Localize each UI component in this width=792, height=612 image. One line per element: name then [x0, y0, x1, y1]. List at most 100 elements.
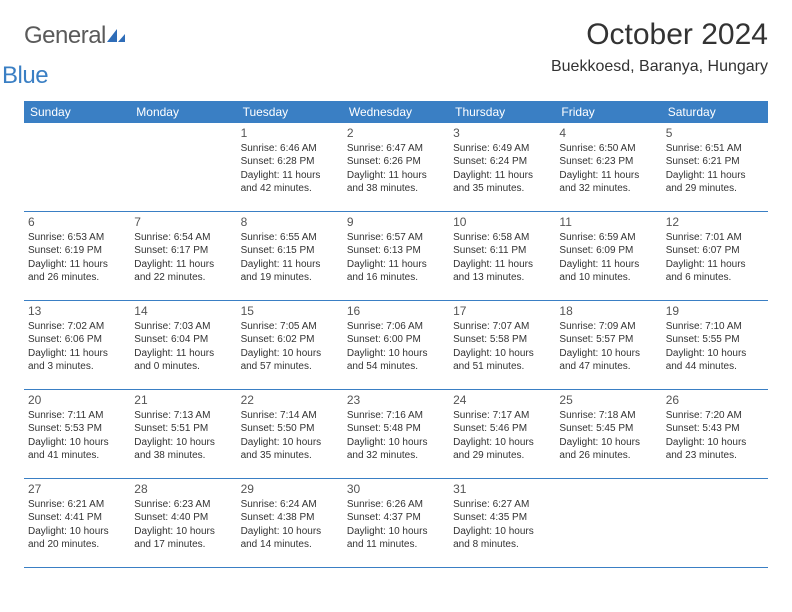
day-info: Sunrise: 7:13 AMSunset: 5:51 PMDaylight:… — [134, 409, 232, 463]
day-cell — [130, 123, 236, 211]
daylight-text: Daylight: 11 hours and 16 minutes. — [347, 258, 445, 285]
sunrise-text: Sunrise: 7:11 AM — [28, 409, 126, 423]
day-cell: 9 Sunrise: 6:57 AMSunset: 6:13 PMDaylight… — [343, 212, 449, 300]
daylight-text: Daylight: 11 hours and 42 minutes. — [241, 169, 339, 196]
day-number: 5 — [666, 126, 764, 140]
daylight-text: Daylight: 11 hours and 10 minutes. — [559, 258, 657, 285]
sunset-text: Sunset: 6:13 PM — [347, 244, 445, 258]
day-info: Sunrise: 7:02 AMSunset: 6:06 PMDaylight:… — [28, 320, 126, 374]
day-cell: 27Sunrise: 6:21 AMSunset: 4:41 PMDayligh… — [24, 479, 130, 567]
sunrise-text: Sunrise: 6:26 AM — [347, 498, 445, 512]
sunrise-text: Sunrise: 6:47 AM — [347, 142, 445, 156]
day-info: Sunrise: 6:47 AMSunset: 6:26 PMDaylight:… — [347, 142, 445, 196]
sunrise-text: Sunrise: 6:21 AM — [28, 498, 126, 512]
sunrise-text: Sunrise: 7:01 AM — [666, 231, 764, 245]
day-number: 4 — [559, 126, 657, 140]
day-number: 9 — [347, 215, 445, 229]
day-cell: 23 Sunrise: 7:16 AMSunset: 5:48 PMDayligh… — [343, 390, 449, 478]
day-info: Sunrise: 6:55 AMSunset: 6:15 PMDaylight:… — [241, 231, 339, 285]
day-info: Sunrise: 7:11 AMSunset: 5:53 PMDaylight:… — [28, 409, 126, 463]
day-cell: 13 Sunrise: 7:02 AMSunset: 6:06 PMDayligh… — [24, 301, 130, 389]
day-number: 16 — [347, 304, 445, 318]
sunset-text: Sunset: 6:04 PM — [134, 333, 232, 347]
sunrise-text: Sunrise: 6:57 AM — [347, 231, 445, 245]
location-text: Buekkoesd, Baranya, Hungary — [551, 58, 768, 76]
day-cell: 18 Sunrise: 7:09 AMSunset: 5:57 PMDayligh… — [555, 301, 661, 389]
sunrise-text: Sunrise: 6:58 AM — [453, 231, 551, 245]
sunset-text: Sunset: 4:38 PM — [241, 511, 339, 525]
day-cell: 19Sunrise: 7:10 AMSunset: 5:55 PMDayligh… — [662, 301, 768, 389]
daylight-text: Daylight: 11 hours and 29 minutes. — [666, 169, 764, 196]
calendar: Sunday Monday Tuesday Wednesday Thursday… — [24, 101, 768, 568]
daylight-text: Daylight: 11 hours and 32 minutes. — [559, 169, 657, 196]
dow-row: Sunday Monday Tuesday Wednesday Thursday… — [24, 101, 768, 123]
sunset-text: Sunset: 5:48 PM — [347, 422, 445, 436]
sunrise-text: Sunrise: 6:27 AM — [453, 498, 551, 512]
daylight-text: Daylight: 10 hours and 14 minutes. — [241, 525, 339, 552]
sunrise-text: Sunrise: 6:49 AM — [453, 142, 551, 156]
dow-friday: Friday — [555, 101, 661, 123]
day-cell: 26Sunrise: 7:20 AMSunset: 5:43 PMDayligh… — [662, 390, 768, 478]
daylight-text: Daylight: 10 hours and 54 minutes. — [347, 347, 445, 374]
sunset-text: Sunset: 6:02 PM — [241, 333, 339, 347]
day-cell: 4Sunrise: 6:50 AMSunset: 6:23 PMDaylight… — [555, 123, 661, 211]
day-number: 18 — [559, 304, 657, 318]
sunset-text: Sunset: 4:37 PM — [347, 511, 445, 525]
day-info: Sunrise: 7:16 AMSunset: 5:48 PMDaylight:… — [347, 409, 445, 463]
daylight-text: Daylight: 11 hours and 26 minutes. — [28, 258, 126, 285]
sunset-text: Sunset: 5:46 PM — [453, 422, 551, 436]
sunset-text: Sunset: 6:26 PM — [347, 155, 445, 169]
day-info: Sunrise: 7:09 AMSunset: 5:57 PMDaylight:… — [559, 320, 657, 374]
sunrise-text: Sunrise: 7:09 AM — [559, 320, 657, 334]
day-cell: 17Sunrise: 7:07 AMSunset: 5:58 PMDayligh… — [449, 301, 555, 389]
day-cell: 24Sunrise: 7:17 AMSunset: 5:46 PMDayligh… — [449, 390, 555, 478]
day-info: Sunrise: 6:26 AMSunset: 4:37 PMDaylight:… — [347, 498, 445, 552]
title-block: October 2024 Buekkoesd, Baranya, Hungary — [551, 18, 768, 76]
day-number: 6 — [28, 215, 126, 229]
sunrise-text: Sunrise: 7:20 AM — [666, 409, 764, 423]
sunrise-text: Sunrise: 7:16 AM — [347, 409, 445, 423]
daylight-text: Daylight: 10 hours and 44 minutes. — [666, 347, 764, 374]
sunset-text: Sunset: 5:43 PM — [666, 422, 764, 436]
day-number: 12 — [666, 215, 764, 229]
day-cell: 20Sunrise: 7:11 AMSunset: 5:53 PMDayligh… — [24, 390, 130, 478]
daylight-text: Daylight: 10 hours and 41 minutes. — [28, 436, 126, 463]
logo-blue-text: Blue — [2, 66, 126, 86]
day-cell — [662, 479, 768, 567]
logo-general-text: General — [24, 26, 106, 46]
day-cell: 21Sunrise: 7:13 AMSunset: 5:51 PMDayligh… — [130, 390, 236, 478]
day-cell: 6 Sunrise: 6:53 AMSunset: 6:19 PMDaylight… — [24, 212, 130, 300]
sunrise-text: Sunrise: 7:03 AM — [134, 320, 232, 334]
day-number: 10 — [453, 215, 551, 229]
logo-sail-icon — [106, 28, 126, 44]
day-cell: 7Sunrise: 6:54 AMSunset: 6:17 PMDaylight… — [130, 212, 236, 300]
sunrise-text: Sunrise: 7:10 AM — [666, 320, 764, 334]
day-info: Sunrise: 6:53 AMSunset: 6:19 PMDaylight:… — [28, 231, 126, 285]
sunset-text: Sunset: 6:11 PM — [453, 244, 551, 258]
day-cell: 5Sunrise: 6:51 AMSunset: 6:21 PMDaylight… — [662, 123, 768, 211]
dow-sunday: Sunday — [24, 101, 130, 123]
day-number: 26 — [666, 393, 764, 407]
daylight-text: Daylight: 11 hours and 22 minutes. — [134, 258, 232, 285]
sunrise-text: Sunrise: 6:50 AM — [559, 142, 657, 156]
day-cell: 22Sunrise: 7:14 AMSunset: 5:50 PMDayligh… — [237, 390, 343, 478]
day-number: 13 — [28, 304, 126, 318]
sunrise-text: Sunrise: 7:13 AM — [134, 409, 232, 423]
sunset-text: Sunset: 5:50 PM — [241, 422, 339, 436]
sunset-text: Sunset: 6:06 PM — [28, 333, 126, 347]
day-cell: 12Sunrise: 7:01 AMSunset: 6:07 PMDayligh… — [662, 212, 768, 300]
day-cell — [555, 479, 661, 567]
sunset-text: Sunset: 4:40 PM — [134, 511, 232, 525]
day-number: 29 — [241, 482, 339, 496]
day-cell: 10Sunrise: 6:58 AMSunset: 6:11 PMDayligh… — [449, 212, 555, 300]
daylight-text: Daylight: 10 hours and 26 minutes. — [559, 436, 657, 463]
day-number: 23 — [347, 393, 445, 407]
day-number: 27 — [28, 482, 126, 496]
day-info: Sunrise: 6:27 AMSunset: 4:35 PMDaylight:… — [453, 498, 551, 552]
day-number: 25 — [559, 393, 657, 407]
daylight-text: Daylight: 10 hours and 38 minutes. — [134, 436, 232, 463]
day-cell — [24, 123, 130, 211]
logo: General Blue — [24, 26, 126, 87]
daylight-text: Daylight: 10 hours and 35 minutes. — [241, 436, 339, 463]
sunset-text: Sunset: 5:55 PM — [666, 333, 764, 347]
